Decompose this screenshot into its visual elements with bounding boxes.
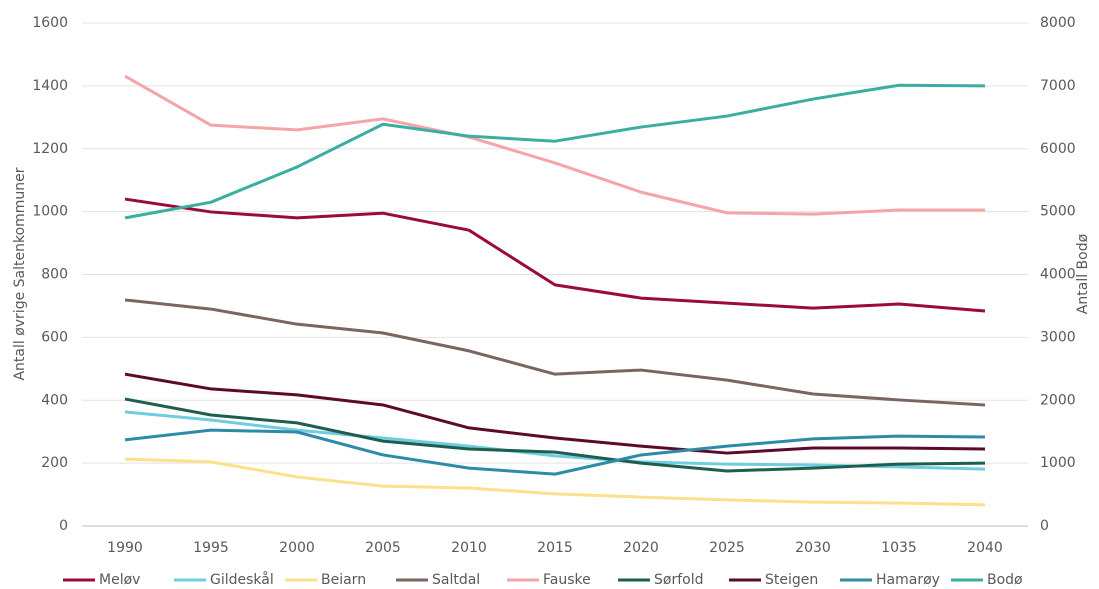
y2-tick-label: 1000: [1040, 455, 1076, 471]
y-tick-label: 1200: [32, 141, 68, 157]
y2-tick-label: 4000: [1040, 267, 1076, 283]
series-line: [124, 197, 986, 313]
x-tick-label: 1995: [193, 540, 229, 556]
y2-tick-label: 2000: [1040, 392, 1076, 408]
y-axis-label: Antall øvrige Saltenkommuner: [12, 167, 28, 380]
x-tick-label: 2025: [709, 540, 745, 556]
x-tick-label: 2020: [623, 540, 659, 556]
y2-tick-label: 3000: [1040, 329, 1076, 345]
x-tick-label: 1035: [881, 540, 917, 556]
legend-label: Steigen: [765, 572, 818, 588]
x-tick-label: 2000: [279, 540, 315, 556]
series-line: [124, 410, 986, 471]
x-tick-label: 2040: [967, 540, 1003, 556]
y-tick-label: 400: [41, 392, 68, 408]
legend-label: Meløv: [99, 572, 140, 588]
y2-tick-label: 0: [1040, 518, 1049, 534]
legend-label: Sørfold: [654, 572, 703, 588]
y-tick-label: 0: [59, 518, 68, 534]
y-tick-label: 600: [41, 329, 68, 345]
series-line: [124, 457, 986, 507]
y-tick-label: 800: [41, 267, 68, 283]
legend-label: Gildeskål: [210, 571, 274, 588]
y2-tick-label: 6000: [1040, 141, 1076, 157]
x-tick-label: 2005: [365, 540, 401, 556]
series-line: [124, 83, 986, 220]
x-tick-label: 2030: [795, 540, 831, 556]
y-tick-label: 1000: [32, 204, 68, 220]
x-tick-label: 2010: [451, 540, 487, 556]
x-tick-label: 1990: [107, 540, 143, 556]
legend-label: Beiarn: [321, 572, 366, 588]
legend-label: Hamarøy: [876, 572, 940, 588]
y2-tick-label: 8000: [1040, 15, 1076, 31]
y2-tick-label: 5000: [1040, 204, 1076, 220]
series-line: [124, 298, 986, 407]
y-tick-label: 1400: [32, 78, 68, 94]
series-line: [124, 397, 986, 473]
x-tick-label: 2015: [537, 540, 573, 556]
legend-label: Bodø: [987, 572, 1023, 588]
legend-label: Saltdal: [432, 572, 480, 588]
y2-tick-label: 7000: [1040, 78, 1076, 94]
y-tick-label: 200: [41, 455, 68, 471]
y-tick-label: 1600: [32, 15, 68, 31]
series-line: [124, 428, 986, 476]
y2-axis-label: Antall Bodø: [1075, 233, 1091, 314]
legend-label: Fauske: [543, 572, 591, 588]
series-line: [124, 74, 985, 216]
series-line: [124, 372, 986, 455]
